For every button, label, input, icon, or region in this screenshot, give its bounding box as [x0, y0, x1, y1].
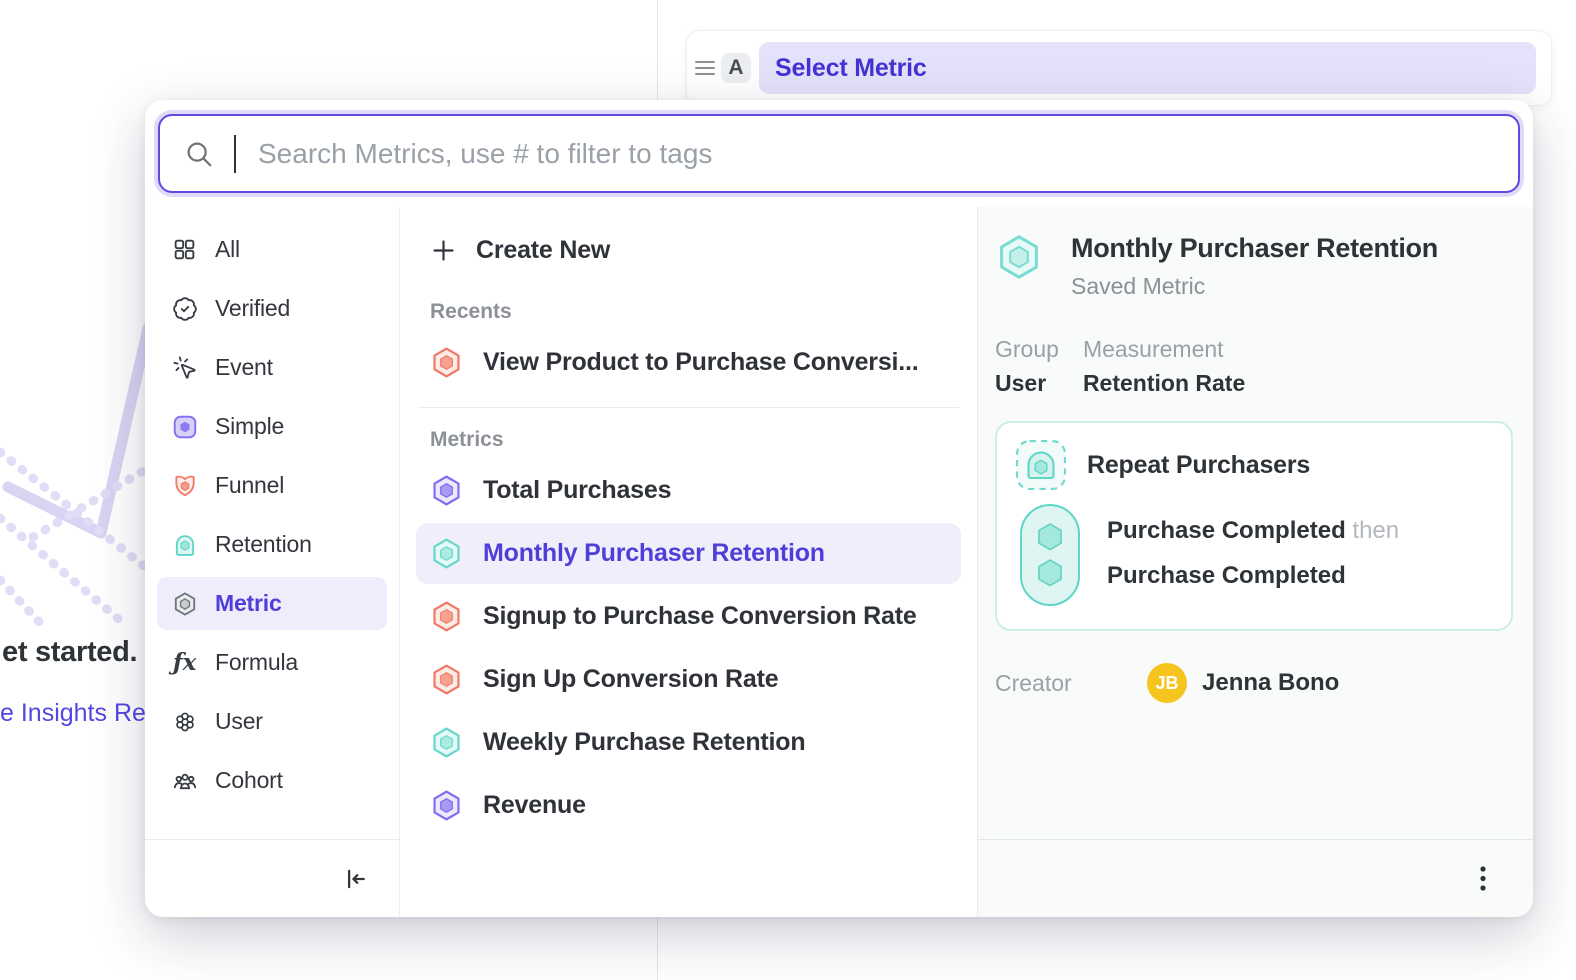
- metric-item-revenue[interactable]: Revenue: [416, 775, 961, 836]
- metric-details-panel: Monthly Purchaser Retention Saved Metric…: [978, 207, 1533, 917]
- sidebar-item-retention[interactable]: Retention: [157, 518, 387, 571]
- metric-item-monthly-purchaser-retention[interactable]: Monthly Purchaser Retention: [416, 523, 961, 584]
- recent-item-view-product-to-purchase-conversion[interactable]: View Product to Purchase Conversi...: [416, 332, 961, 393]
- sidebar-item-cohort[interactable]: Cohort: [157, 754, 387, 807]
- metric-list-column: Create New Recents View Product to Purch…: [400, 207, 978, 917]
- funnel-metric-hexagon-icon: [430, 346, 463, 379]
- retention-arch-icon: [171, 531, 198, 558]
- metric-letter-badge[interactable]: A: [721, 53, 751, 83]
- text-cursor: [234, 135, 236, 173]
- sidebar-footer: [145, 839, 399, 917]
- metric-item-total-purchases[interactable]: Total Purchases: [416, 460, 961, 521]
- funnel-icon: [171, 472, 198, 499]
- sidebar-item-metric[interactable]: Metric: [157, 577, 387, 630]
- creator-name: Jenna Bono: [1202, 669, 1339, 697]
- sidebar-item-label: Simple: [215, 413, 284, 440]
- sidebar-item-verified[interactable]: Verified: [157, 282, 387, 335]
- group-label: Group: [995, 336, 1059, 363]
- measurement-label: Measurement: [1083, 336, 1245, 363]
- sidebar-item-label: Cohort: [215, 767, 283, 794]
- search-area: [145, 100, 1533, 207]
- retention-steps-capsule-icon: [1019, 503, 1081, 607]
- metric-item-sign-up-conversion-rate[interactable]: Sign Up Conversion Rate: [416, 649, 961, 710]
- formula-fx-icon: ƒx: [171, 649, 198, 676]
- create-new-button[interactable]: Create New: [416, 221, 961, 280]
- metric-hexagon-icon: [430, 474, 463, 507]
- sidebar-item-funnel[interactable]: Funnel: [157, 459, 387, 512]
- recents-section-header: Recents: [416, 300, 961, 324]
- simple-metric-icon: [171, 413, 198, 440]
- verified-badge-icon: [171, 295, 198, 322]
- more-options-button[interactable]: [1469, 860, 1497, 898]
- background-line-illustration: [0, 280, 150, 630]
- sidebar-item-label: Verified: [215, 295, 290, 322]
- details-title: Monthly Purchaser Retention: [1071, 233, 1438, 264]
- group-value: User: [995, 370, 1059, 397]
- sidebar-item-label: Retention: [215, 531, 312, 558]
- search-icon: [184, 139, 214, 169]
- collapse-left-icon: [341, 866, 367, 892]
- creator-avatar: JB: [1147, 663, 1187, 703]
- saved-metric-hexagon-icon: [995, 233, 1043, 281]
- collapse-sidebar-button[interactable]: [337, 862, 371, 896]
- kebab-menu-icon: [1473, 864, 1493, 894]
- definition-card: Repeat Purchasers Purchase Completed: [995, 421, 1513, 631]
- select-metric-label: Select Metric: [775, 54, 927, 83]
- search-box[interactable]: [158, 114, 1520, 193]
- sidebar-item-user[interactable]: User: [157, 695, 387, 748]
- creator-row: Creator JB Jenna Bono: [995, 663, 1513, 703]
- definition-step-2: Purchase Completed: [1107, 562, 1399, 590]
- creator-label: Creator: [995, 670, 1147, 697]
- metric-row-card: A Select Metric: [686, 30, 1552, 106]
- sidebar-item-label: Funnel: [215, 472, 284, 499]
- metric-hexagon-icon: [430, 663, 463, 696]
- sidebar-item-label: Metric: [215, 590, 282, 617]
- insights-report-link-fragment[interactable]: e Insights Re: [0, 699, 146, 728]
- details-subtitle: Saved Metric: [1071, 273, 1438, 300]
- sidebar-item-label: User: [215, 708, 263, 735]
- background-headline-fragment: et started.: [2, 636, 137, 669]
- user-cluster-icon: [171, 708, 198, 735]
- cohort-people-icon: [171, 767, 198, 794]
- sidebar-item-label: Event: [215, 354, 273, 381]
- search-input[interactable]: [256, 138, 1494, 170]
- sidebar-item-label: Formula: [215, 649, 298, 676]
- retention-definition-icon: [1015, 439, 1067, 491]
- sidebar-item-event[interactable]: Event: [157, 341, 387, 394]
- sidebar-item-all[interactable]: All: [157, 223, 387, 276]
- screen: et started. e Insights Re A Select Metri…: [0, 0, 1576, 980]
- metric-hexagon-icon: [430, 600, 463, 633]
- sidebar-item-formula[interactable]: ƒx Formula: [157, 636, 387, 689]
- select-metric-button[interactable]: Select Metric: [759, 42, 1536, 94]
- metric-hexagon-icon: [430, 789, 463, 822]
- sidebar-item-label: All: [215, 236, 240, 263]
- list-divider: [418, 407, 959, 408]
- measurement-value: Retention Rate: [1083, 370, 1245, 397]
- cursor-click-icon: [171, 354, 198, 381]
- details-footer: [978, 839, 1533, 917]
- metric-meta: Group Measurement User Retention Rate: [995, 336, 1513, 397]
- step-connector: then: [1352, 517, 1399, 544]
- definition-title: Repeat Purchasers: [1087, 451, 1310, 480]
- type-filter-sidebar: All Verified: [145, 207, 400, 917]
- metric-hexagon-icon: [430, 537, 463, 570]
- sidebar-item-simple[interactable]: Simple: [157, 400, 387, 453]
- definition-step-1: Purchase Completed then: [1107, 517, 1399, 545]
- grid-icon: [171, 236, 198, 263]
- metric-item-weekly-purchase-retention[interactable]: Weekly Purchase Retention: [416, 712, 961, 773]
- metric-item-signup-to-purchase-conversion-rate[interactable]: Signup to Purchase Conversion Rate: [416, 586, 961, 647]
- metric-picker-modal: All Verified: [145, 100, 1533, 917]
- metric-hexagon-icon: [430, 726, 463, 759]
- plus-icon: [430, 237, 457, 264]
- drag-handle-icon[interactable]: [695, 61, 715, 75]
- metric-hexagon-icon: [171, 590, 198, 617]
- metrics-section-header: Metrics: [416, 428, 961, 452]
